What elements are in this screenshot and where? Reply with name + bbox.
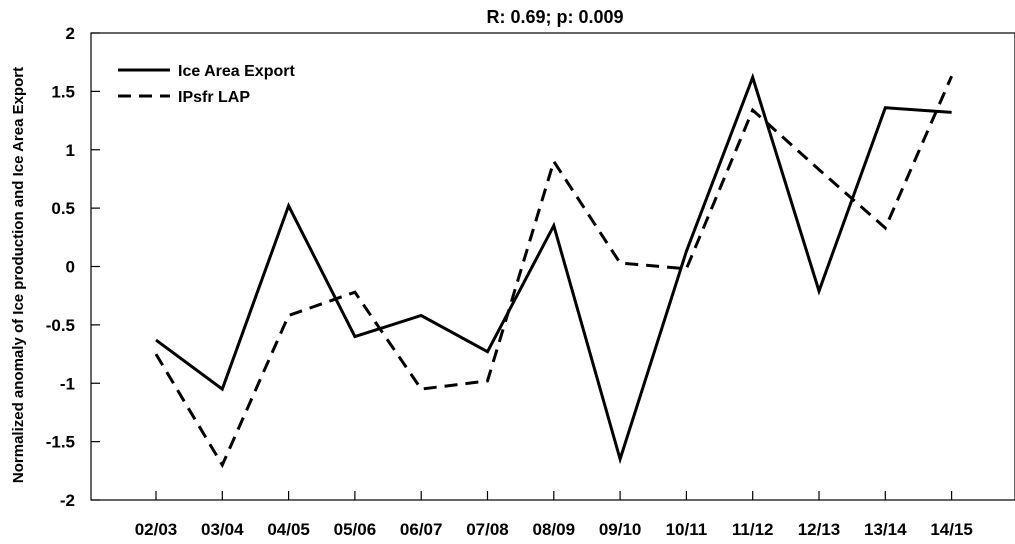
x-tick-label: 09/10 [599,520,642,539]
legend: Ice Area Export IPsfr LAP [118,63,295,106]
series-line-ice-area-export [155,72,952,465]
x-tick-label: 02/03 [135,520,178,539]
x-tick-label: 04/05 [267,520,310,539]
y-tick-label: 0 [66,258,75,277]
y-axis-label: Normalized anomaly of Ice production and… [10,67,27,483]
y-tick-label: 1 [66,141,75,160]
chart-title: R: 0.69; p: 0.009 [486,7,623,27]
x-axis: 02/03 03/04 04/05 05/06 06/07 07/08 08/09 09/10… [135,491,973,539]
y-tick-label: -1 [60,374,75,393]
x-tick-label: 07/08 [466,520,509,539]
x-tick-label: 14/15 [930,520,973,539]
x-tick-label: 11/12 [732,520,774,539]
y-axis: -2 -1.5 -1 -0.5 0 0.5 1 1.5 2 [46,24,100,510]
y-tick-label: -1.5 [46,433,75,452]
x-tick-label: 06/07 [400,520,443,539]
x-tick-label: 10/11 [666,520,708,539]
x-tick-label: 08/09 [533,520,576,539]
x-tick-label: 05/06 [334,520,377,539]
plot-lines [154,72,953,469]
series-line-ipsfr-lap [154,75,953,469]
y-tick-label: -2 [60,491,75,510]
x-tick-label: 12/13 [798,520,841,539]
x-tick-label: 03/04 [201,520,244,539]
x-tick-label: 13/14 [864,520,907,539]
legend-label-ipsfr-lap: IPsfr LAP [178,89,250,106]
legend-label-ice-area-export: Ice Area Export [178,63,295,80]
y-tick-label: -0.5 [46,316,75,335]
y-tick-label: 1.5 [51,82,75,101]
y-tick-label: 0.5 [51,199,75,218]
y-tick-label: 2 [66,24,75,43]
